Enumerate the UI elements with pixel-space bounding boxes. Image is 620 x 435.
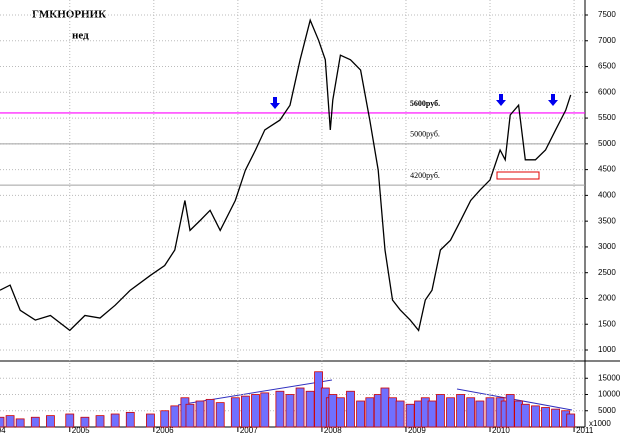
volume-bar bbox=[251, 394, 260, 428]
volume-bar bbox=[485, 397, 495, 428]
volume-bar bbox=[336, 397, 345, 428]
volume-bar bbox=[160, 410, 170, 428]
volume-bar bbox=[520, 403, 530, 428]
volume-bar bbox=[110, 413, 120, 428]
volume-bar bbox=[185, 403, 195, 428]
x-tick-label: 2005 bbox=[72, 426, 90, 435]
arrow bbox=[496, 94, 506, 106]
volume-bar bbox=[395, 400, 405, 428]
volume-bar bbox=[275, 390, 285, 428]
arrow bbox=[548, 94, 558, 106]
volume-bar bbox=[328, 394, 338, 428]
level-label: 5000руб. bbox=[410, 130, 440, 139]
volume-bar bbox=[230, 397, 240, 428]
volume-bar bbox=[305, 390, 315, 428]
y-tick-label: 3000 bbox=[598, 242, 616, 251]
volume-bar bbox=[446, 397, 455, 428]
volume-bar bbox=[531, 405, 540, 428]
volume-bar bbox=[388, 397, 397, 428]
volume-bar bbox=[46, 415, 55, 428]
volume-bar bbox=[15, 418, 25, 428]
volume-bar bbox=[405, 403, 415, 428]
volume-bar bbox=[475, 400, 485, 428]
highlight-box bbox=[496, 171, 540, 180]
volume-bar bbox=[65, 413, 75, 428]
volume-bar bbox=[365, 397, 375, 428]
volume-bar bbox=[541, 407, 550, 428]
x-tick-label: 2004 bbox=[0, 426, 6, 435]
y-tick-label: 5000 bbox=[598, 139, 616, 148]
y-tick-label: 4000 bbox=[598, 190, 616, 199]
volume-bar bbox=[95, 415, 105, 428]
y-tick-label: 10000 bbox=[598, 390, 620, 399]
unit-label: x1000 bbox=[589, 419, 611, 428]
y-tick-label: 5000 bbox=[598, 406, 616, 415]
volume-bar bbox=[260, 392, 270, 428]
x-tick-label: 2008 bbox=[324, 426, 342, 435]
arrow bbox=[270, 97, 280, 109]
volume-bar bbox=[551, 408, 560, 428]
volume-bar bbox=[346, 390, 355, 428]
volume-bar bbox=[195, 400, 205, 428]
volume-bar bbox=[146, 413, 155, 428]
x-tick-label: 2007 bbox=[240, 426, 258, 435]
volume-bar bbox=[427, 400, 437, 428]
level-label: 5600руб. bbox=[410, 99, 440, 108]
volume-bar bbox=[80, 416, 90, 428]
x-tick-label: 2011 bbox=[576, 426, 594, 435]
y-tick-label: 5500 bbox=[598, 113, 616, 122]
volume-bar bbox=[436, 394, 445, 428]
y-tick-label: 15000 bbox=[598, 373, 620, 382]
y-tick-label: 1000 bbox=[598, 345, 616, 354]
y-tick-label: 7000 bbox=[598, 36, 616, 45]
volume-bar bbox=[456, 394, 466, 428]
volume-bar bbox=[125, 411, 135, 428]
y-tick-label: 6000 bbox=[598, 87, 616, 96]
y-tick-label: 4500 bbox=[598, 165, 616, 174]
volume-bar bbox=[505, 394, 515, 428]
arrows bbox=[270, 94, 558, 109]
x-tick-label: 2009 bbox=[408, 426, 426, 435]
level-label: 4200руб. bbox=[410, 171, 440, 180]
x-tick-label: 2006 bbox=[156, 426, 174, 435]
volume-bar bbox=[215, 402, 225, 428]
volume-bar bbox=[295, 387, 305, 428]
y-tick-label: 1500 bbox=[598, 319, 616, 328]
y-tick-label: 2500 bbox=[598, 268, 616, 277]
volume-bar bbox=[5, 415, 15, 428]
volume-bar bbox=[205, 398, 215, 428]
volume-bar bbox=[241, 395, 250, 428]
volume-bar bbox=[380, 387, 390, 428]
volume-bar bbox=[170, 405, 180, 428]
y-tick-label: 3500 bbox=[598, 216, 616, 225]
volume-bar bbox=[466, 397, 476, 428]
price-line bbox=[0, 18, 572, 332]
volume-bar bbox=[566, 413, 576, 428]
y-tick-label: 6500 bbox=[598, 62, 616, 71]
y-tick-label: 2000 bbox=[598, 294, 616, 303]
volume-bar bbox=[0, 416, 5, 428]
y-tick-label: 7500 bbox=[598, 10, 616, 19]
chart-subtitle: нед bbox=[72, 30, 89, 42]
volume-bar bbox=[356, 400, 365, 428]
volume-bar bbox=[30, 416, 40, 428]
volume-bar bbox=[285, 394, 295, 428]
x-tick-label: 2010 bbox=[492, 426, 510, 435]
